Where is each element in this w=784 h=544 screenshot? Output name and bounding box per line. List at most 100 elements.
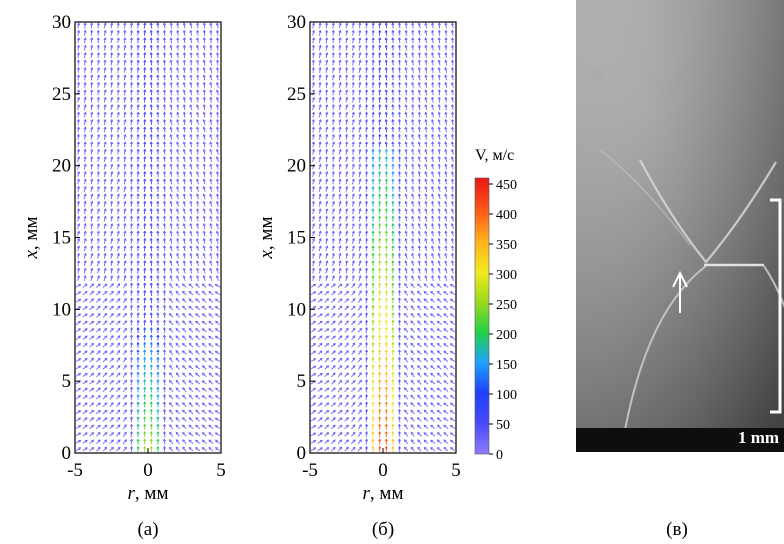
velocity-vector-head xyxy=(116,59,120,63)
velocity-vector-head xyxy=(444,111,448,115)
velocity-vector-head xyxy=(84,313,88,317)
velocity-vector-head xyxy=(208,343,212,346)
velocity-vector xyxy=(451,112,454,118)
velocity-vector-head xyxy=(437,208,441,212)
velocity-vector xyxy=(451,127,454,133)
velocity-vector xyxy=(96,387,101,392)
velocity-vector-head xyxy=(404,193,408,197)
velocity-vector-head xyxy=(162,237,167,241)
velocity-vector-head xyxy=(129,200,134,204)
velocity-vector-head xyxy=(143,445,147,449)
velocity-vector-head xyxy=(397,408,402,412)
velocity-vector-head xyxy=(417,185,421,189)
velocity-vector xyxy=(330,402,336,407)
velocity-vector-head xyxy=(104,342,108,346)
velocity-vector-head xyxy=(78,343,82,346)
velocity-vector-head xyxy=(209,104,213,108)
velocity-vector xyxy=(352,89,354,96)
velocity-vector-head xyxy=(345,171,349,175)
velocity-vector-head xyxy=(331,52,335,56)
velocity-vector-head xyxy=(384,297,388,301)
velocity-vector-head xyxy=(451,111,455,115)
velocity-vector xyxy=(311,402,316,407)
velocity-vector-head xyxy=(215,252,220,256)
velocity-vector-head xyxy=(116,163,120,167)
velocity-vector-head xyxy=(364,378,369,382)
velocity-vector-head xyxy=(77,223,81,227)
velocity-vector xyxy=(75,425,81,429)
velocity-vector xyxy=(137,67,139,73)
velocity-vector xyxy=(215,402,221,407)
velocity-vector xyxy=(143,104,146,111)
velocity-vector-head xyxy=(358,126,362,130)
velocity-vector xyxy=(102,417,108,422)
velocity-vector xyxy=(431,260,434,267)
velocity-vector xyxy=(431,89,434,96)
velocity-vector xyxy=(312,231,315,237)
velocity-vector xyxy=(203,260,206,267)
velocity-vector xyxy=(143,305,146,311)
velocity-vector xyxy=(318,253,322,259)
velocity-vector-head xyxy=(417,298,420,302)
velocity-vector-head xyxy=(136,356,140,360)
velocity-vector-head xyxy=(136,22,140,26)
velocity-vector xyxy=(215,298,221,303)
velocity-vector xyxy=(130,75,133,81)
velocity-vector-head xyxy=(417,66,421,70)
velocity-vector xyxy=(425,52,427,59)
velocity-vector-head xyxy=(156,29,160,33)
velocity-vector xyxy=(358,149,361,155)
velocity-vector-head xyxy=(176,66,180,71)
velocity-vector xyxy=(143,320,146,326)
velocity-vector xyxy=(137,246,139,252)
velocity-vector xyxy=(170,208,173,215)
velocity-vector-head xyxy=(143,200,147,204)
velocity-vector-head xyxy=(78,447,82,450)
velocity-vector xyxy=(331,387,336,392)
velocity-vector xyxy=(163,305,166,311)
velocity-vector xyxy=(169,298,174,304)
velocity-vector xyxy=(115,447,121,452)
velocity-vector xyxy=(97,208,100,215)
velocity-vector-head xyxy=(436,350,440,354)
velocity-vector xyxy=(104,60,106,66)
velocity-vector xyxy=(310,365,316,370)
velocity-vector-head xyxy=(78,328,81,331)
velocity-vector xyxy=(195,387,201,392)
velocity-vector-head xyxy=(214,291,218,295)
velocity-vector xyxy=(163,298,166,304)
velocity-vector xyxy=(417,394,422,400)
velocity-vector xyxy=(325,104,328,111)
velocity-vector-head xyxy=(345,409,349,413)
velocity-vector xyxy=(102,298,108,303)
velocity-vector-head xyxy=(149,222,153,226)
velocity-vector xyxy=(417,372,422,378)
velocity-vector xyxy=(163,439,166,445)
velocity-vector-head xyxy=(175,283,179,287)
velocity-vector-head xyxy=(450,89,454,93)
velocity-vector xyxy=(357,372,362,378)
velocity-vector xyxy=(345,82,348,88)
velocity-vector-head xyxy=(209,275,213,279)
velocity-vector-head xyxy=(352,431,356,435)
velocity-vector xyxy=(310,417,316,422)
velocity-vector-head xyxy=(371,341,375,345)
velocity-vector-head xyxy=(384,133,388,137)
velocity-vector-head xyxy=(411,200,415,204)
velocity-vector-head xyxy=(104,290,108,294)
velocity-vector xyxy=(208,424,214,429)
velocity-vector-head xyxy=(110,342,114,346)
velocity-vector xyxy=(82,358,88,363)
velocity-vector-head xyxy=(378,81,382,85)
velocity-vector xyxy=(130,23,133,29)
velocity-vector-head xyxy=(162,66,167,70)
velocity-vector-head xyxy=(182,223,186,227)
velocity-vector xyxy=(176,82,179,88)
velocity-vector-head xyxy=(325,193,329,197)
velocity-vector xyxy=(175,320,180,326)
velocity-vector xyxy=(209,75,213,81)
velocity-vector-head xyxy=(215,447,218,450)
velocity-vector-head xyxy=(76,74,80,78)
velocity-vector xyxy=(202,321,207,325)
velocity-vector xyxy=(203,52,206,59)
